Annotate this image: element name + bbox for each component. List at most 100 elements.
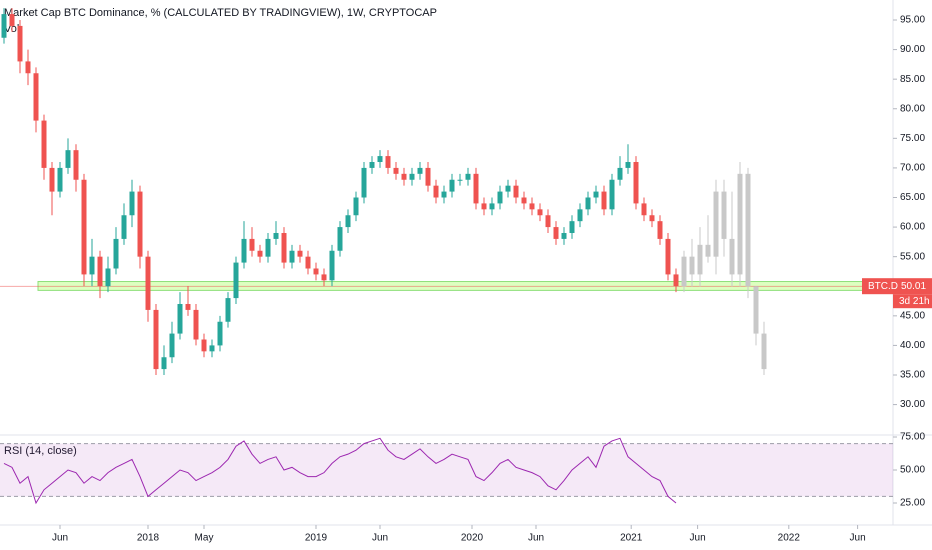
candle-body [169,333,175,358]
x-tick-label: 2018 [137,533,160,544]
candle-body [65,150,71,168]
candle-body [425,167,431,186]
candle-body [705,244,711,257]
candle-body [401,173,407,180]
candle-body [529,203,535,210]
y-tick-label: 90.00 [900,44,925,55]
rsi-line [3,437,677,505]
candle-body [1,14,7,38]
candle-body [585,197,591,210]
candle-body [305,256,311,269]
candle-body [449,179,455,192]
candle-body [665,238,671,275]
candle-body [713,191,719,257]
candle-body [161,357,167,370]
candle-body [505,185,511,192]
candle-body [641,203,647,216]
candle-body [761,333,767,370]
candle-body [145,256,151,310]
y-tick-label: 60.00 [900,222,925,233]
candle-body [601,191,607,210]
candle-body [25,61,31,74]
candle-body [561,233,567,239]
candle-body [257,250,263,257]
candle-body [33,73,39,121]
candle-body [57,167,63,192]
candle-body [553,227,559,239]
y-tick-label: 30.00 [900,399,925,410]
candle-body [217,321,223,346]
candle-body [417,167,423,174]
candle-body [273,233,279,239]
candle-body [289,250,295,263]
symbol-label: BTC.D [868,281,898,292]
candle-body [193,309,199,340]
candle-body [137,191,143,257]
candle-body [537,209,543,216]
candle-body [113,238,119,269]
candle-body [481,203,487,210]
candle-body [17,25,23,62]
rsi-tick-label: 50.00 [900,465,925,476]
candle-body [281,233,287,263]
candle-body [409,173,415,180]
candle-body [225,298,231,322]
candle-body [89,256,95,275]
candle-body [441,191,447,198]
candle-body [49,167,55,192]
candle-body [545,215,551,228]
candle-body [353,197,359,216]
y-tick-label: 85.00 [900,74,925,85]
candle-body [249,238,255,251]
candle-body [721,191,727,239]
candle-body [745,173,751,287]
candle-body [185,304,191,310]
candle-body [465,173,471,180]
candle-body [569,221,575,233]
candle-body [689,256,695,275]
candle-body [497,191,503,204]
candle-body [345,215,351,228]
y-tick-label: 80.00 [900,103,925,114]
x-tick-label: 2021 [620,533,643,544]
candle-body [201,339,207,352]
candle-body [593,191,599,198]
candle-body [657,221,663,239]
candle-body [297,250,303,257]
candle-body [9,14,15,26]
candle-body [241,238,247,263]
y-tick-label: 35.00 [900,370,925,381]
x-tick-label: Jun [690,533,706,544]
y-tick-label: 65.00 [900,192,925,203]
rsi-tick-label: 25.00 [900,498,925,509]
rsi-tick-label: 75.00 [900,432,925,443]
candle-body [121,215,127,239]
candle-body [433,185,439,198]
candle-body [513,185,519,198]
candle-body [457,179,463,181]
x-tick-label: Jun [850,533,866,544]
candle-body [177,304,183,334]
candle-body [489,203,495,210]
candle-body [617,167,623,180]
x-tick-label: Jun [52,533,68,544]
y-tick-label: 45.00 [900,310,925,321]
candle-body [97,256,103,287]
y-tick-label: 70.00 [900,163,925,174]
rsi-label: RSI (14, close) [4,445,77,457]
candle-body [729,238,735,275]
candle-body [393,167,399,174]
candle-body [681,256,687,287]
candle-body [649,215,655,222]
candle-body [105,268,111,287]
candle-body [369,162,375,168]
x-tick-label: Jun [372,533,388,544]
candle-body [385,156,391,168]
candle-body [473,173,479,204]
candle-body [41,120,47,168]
y-tick-label: 55.00 [900,251,925,262]
candle-body [609,179,615,210]
candle-body [361,167,367,198]
candle-body [73,150,79,180]
